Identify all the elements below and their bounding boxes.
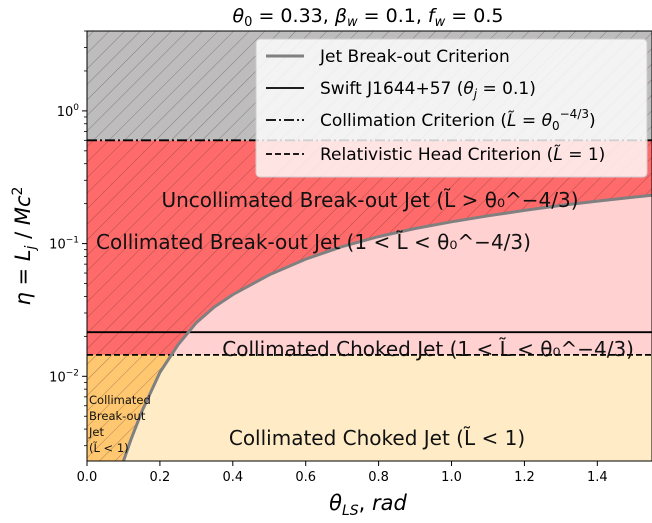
y-axis-label: η = Lj / Mc2 — [10, 187, 39, 306]
legend-label-swift: Swift J1644+57 (θj = 0.1) — [320, 79, 536, 101]
y-tick-label: 10−2 — [49, 368, 79, 385]
x-tick-label: 1.0 — [441, 470, 462, 485]
label-collimated-breakout: Collimated Break-out Jet (1 < L̃ < θ₀^−4… — [96, 230, 531, 254]
x-tick-label: 0.8 — [368, 470, 389, 485]
legend-label-relativistic: Relativistic Head Criterion (L̃ = 1) — [320, 144, 605, 165]
label-small-region-line: Jet — [88, 425, 104, 439]
label-collimated-choked-upper: Collimated Choked Jet (1 < L̃ < θ₀^−4/3) — [222, 337, 634, 361]
label-small-region-line: (L̃ < 1) — [89, 441, 129, 455]
x-tick-label: 0.0 — [77, 470, 98, 485]
label-small-region-line: Collimated — [89, 393, 151, 407]
x-tick-label: 0.2 — [150, 470, 171, 485]
legend: Jet Break-out Criterion Swift J1644+57 (… — [256, 39, 647, 177]
x-tick-label: 0.4 — [222, 470, 243, 485]
label-uncollimated-breakout: Uncollimated Break-out Jet (L̃ > θ₀^−4/3… — [161, 188, 578, 212]
label-collimated-choked-lower: Collimated Choked Jet (L̃ < 1) — [229, 426, 525, 450]
y-tick-label: 100 — [57, 103, 80, 120]
legend-label-breakout: Jet Break-out Criterion — [319, 47, 510, 67]
x-tick-label: 1.4 — [587, 470, 608, 485]
x-tick-label: 0.6 — [295, 470, 316, 485]
chart-title: θ0 = 0.33, βw = 0.1, fw = 0.5 — [233, 5, 504, 30]
label-small-region-line: Break-out — [89, 409, 146, 423]
x-axis-label: θLS, rad — [329, 491, 407, 519]
y-tick-label: 10−1 — [49, 236, 79, 253]
x-tick-label: 1.2 — [514, 470, 535, 485]
